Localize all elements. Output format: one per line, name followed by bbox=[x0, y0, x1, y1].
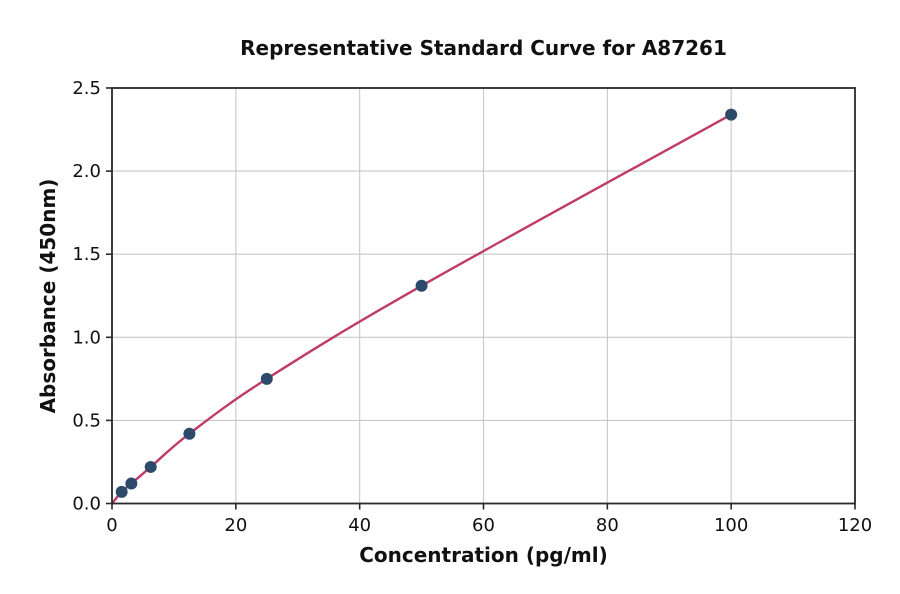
x-axis-label: Concentration (pg/ml) bbox=[359, 543, 608, 567]
x-tick-label: 40 bbox=[348, 515, 371, 536]
y-tick-label: 2.0 bbox=[72, 161, 101, 182]
data-point bbox=[115, 485, 128, 498]
x-tick-label: 80 bbox=[596, 515, 619, 536]
data-point bbox=[144, 460, 157, 473]
y-tick-label: 2.5 bbox=[72, 78, 101, 99]
data-point bbox=[725, 108, 738, 121]
fitted-standard-curve bbox=[112, 113, 732, 504]
data-point bbox=[183, 427, 196, 440]
y-tick-label: 1.0 bbox=[72, 327, 101, 348]
data-point bbox=[260, 372, 273, 385]
data-point bbox=[415, 279, 428, 292]
x-tick-label: 100 bbox=[714, 515, 748, 536]
x-tick-label: 120 bbox=[838, 515, 872, 536]
y-tick-label: 0.5 bbox=[72, 410, 101, 431]
x-tick-label: 0 bbox=[106, 515, 117, 536]
x-tick-label: 20 bbox=[224, 515, 247, 536]
y-tick-label: 1.5 bbox=[72, 244, 101, 265]
y-tick-label: 0.0 bbox=[72, 494, 101, 515]
data-point bbox=[125, 477, 138, 490]
x-tick-label: 60 bbox=[472, 515, 495, 536]
chart-title: Representative Standard Curve for A87261 bbox=[240, 36, 727, 60]
